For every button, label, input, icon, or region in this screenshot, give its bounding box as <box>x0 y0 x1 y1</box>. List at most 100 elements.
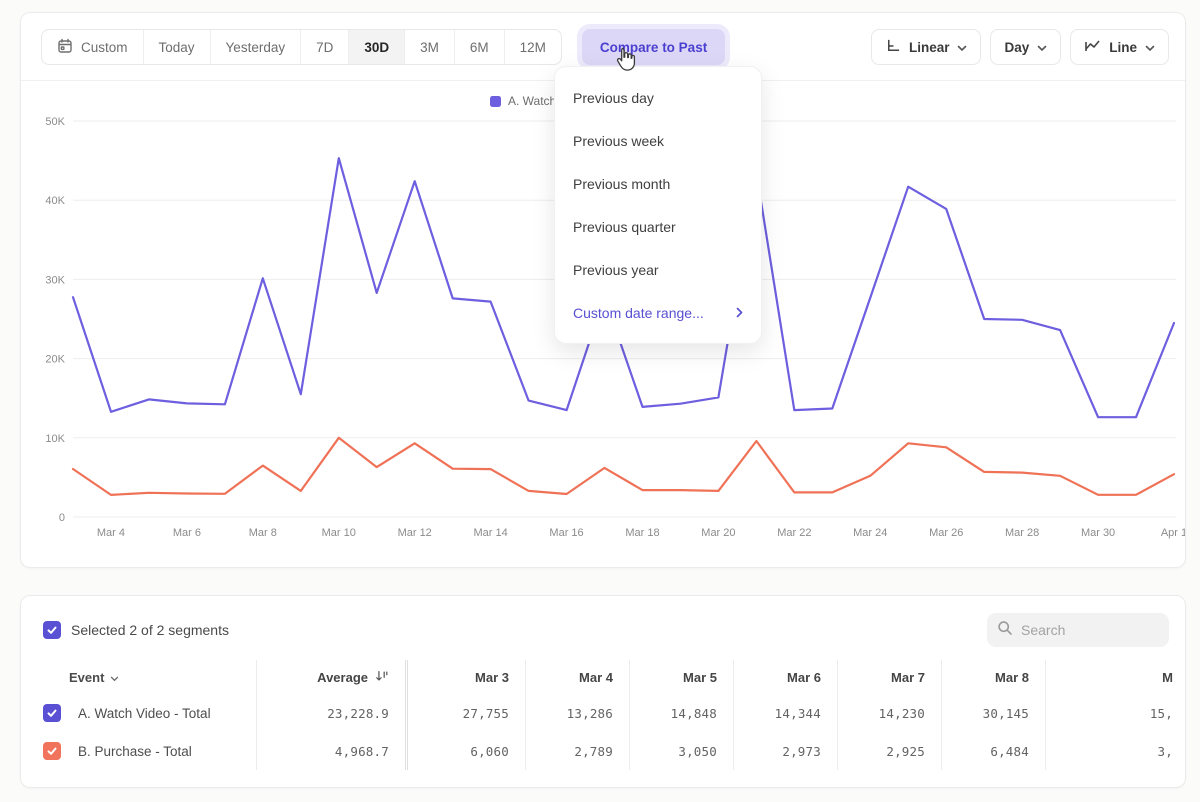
menu-item-custom-date-range[interactable]: Custom date range... <box>555 291 761 334</box>
clipped-date-value: 3, <box>1045 732 1185 770</box>
average-value: 23,228.9 <box>256 694 405 732</box>
scale-select[interactable]: Linear <box>870 29 982 65</box>
svg-text:Mar 12: Mar 12 <box>398 527 432 539</box>
svg-text:Mar 4: Mar 4 <box>97 527 125 539</box>
svg-text:Mar 6: Mar 6 <box>173 527 201 539</box>
chart-type-select[interactable]: Line <box>1070 29 1169 65</box>
menu-item-previous-week[interactable]: Previous week <box>573 132 665 149</box>
mouse-cursor-pointer <box>613 47 637 78</box>
date-range-segmented-control: Custom Today Yesterday 7D 30D 3M 6M 12M <box>41 29 562 65</box>
range-label: 30D <box>364 39 390 55</box>
range-yesterday[interactable]: Yesterday <box>209 30 301 64</box>
scale-label: Linear <box>908 39 950 55</box>
menu-item-previous-year[interactable]: Previous year <box>573 261 659 278</box>
date-value: 6,484 <box>941 732 1045 770</box>
range-label: 12M <box>519 39 546 55</box>
date-value: 2,925 <box>837 732 941 770</box>
average-header-label: Average <box>317 669 368 685</box>
chart-toolbar: Custom Today Yesterday 7D 30D 3M 6M 12M Compare… <box>21 13 1185 81</box>
svg-text:Apr 1: Apr 1 <box>1161 527 1185 539</box>
chevron-down-icon <box>110 670 119 685</box>
date-value: 6,060 <box>405 732 525 770</box>
series-a-swatch <box>490 95 501 107</box>
svg-text:10K: 10K <box>45 433 65 445</box>
chevron-down-icon <box>1145 40 1155 55</box>
event-column-header[interactable]: Event <box>69 660 256 694</box>
chevron-right-icon <box>736 305 743 321</box>
svg-text:30K: 30K <box>45 274 65 286</box>
search-icon <box>997 620 1013 641</box>
range-custom[interactable]: Custom <box>42 30 143 64</box>
range-30d[interactable]: 30D <box>348 30 405 64</box>
axis-icon <box>885 38 901 56</box>
segments-table: Event Average Mar 3 Mar 4 Mar 5 Mar 6 Mar 7 Mar… <box>21 660 1185 770</box>
segment-search[interactable] <box>987 613 1169 647</box>
header-checkbox-spacer <box>43 660 69 694</box>
menu-item-previous-quarter[interactable]: Previous quarter <box>573 218 676 235</box>
interval-select[interactable]: Day <box>990 29 1062 65</box>
range-label: Today <box>158 39 195 55</box>
sort-descending-icon <box>375 669 389 686</box>
clipped-date-column-header: M <box>1045 660 1185 694</box>
date-value: 2,973 <box>733 732 837 770</box>
chart-canvas: 0 10K 20K 30K 40K 50K Mar 4 Mar 6 Mar 8 Mar 10 Mar… <box>45 116 1185 539</box>
range-label: 7D <box>316 39 334 55</box>
svg-text:Mar 14: Mar 14 <box>473 527 507 539</box>
date-column-header: Mar 4 <box>525 660 629 694</box>
range-label: Yesterday <box>225 39 286 55</box>
segment-label: B. Purchase - Total <box>78 743 192 759</box>
date-column-header: Mar 6 <box>733 660 837 694</box>
date-value: 14,344 <box>733 694 837 732</box>
date-value: 14,848 <box>629 694 733 732</box>
segments-card: Selected 2 of 2 segments Event Average Mar… <box>20 595 1186 788</box>
select-all-checkbox[interactable] <box>43 621 61 639</box>
menu-item-previous-day[interactable]: Previous day <box>573 89 654 106</box>
svg-text:50K: 50K <box>45 116 65 128</box>
custom-date-range-label: Custom date range... <box>573 304 704 321</box>
menu-item-previous-month[interactable]: Previous month <box>573 175 671 192</box>
date-value: 14,230 <box>837 694 941 732</box>
range-12m[interactable]: 12M <box>503 30 561 64</box>
table-row-label: A. Watch Video - Total <box>69 694 256 732</box>
date-value: 2,789 <box>525 732 629 770</box>
range-6m[interactable]: 6M <box>453 30 504 64</box>
range-today[interactable]: Today <box>142 30 210 64</box>
svg-text:Mar 10: Mar 10 <box>322 527 356 539</box>
range-label: 3M <box>420 39 439 55</box>
svg-text:Mar 8: Mar 8 <box>249 527 277 539</box>
svg-text:Mar 24: Mar 24 <box>853 527 887 539</box>
svg-text:0: 0 <box>59 512 65 524</box>
chart-type-label: Line <box>1109 39 1137 55</box>
selected-count-label: Selected 2 of 2 segments <box>71 622 229 638</box>
clipped-date-value: 15, <box>1045 694 1185 732</box>
date-column-header: Mar 7 <box>837 660 941 694</box>
average-column-header[interactable]: Average <box>256 660 405 694</box>
segments-header: Selected 2 of 2 segments <box>21 596 1185 647</box>
search-input[interactable] <box>1021 622 1151 638</box>
row-checkbox-cell <box>43 732 69 770</box>
table-row-label: B. Purchase - Total <box>69 732 256 770</box>
segment-label: A. Watch Video - Total <box>78 705 211 721</box>
svg-text:40K: 40K <box>45 195 65 207</box>
svg-text:20K: 20K <box>45 354 65 366</box>
date-value: 13,286 <box>525 694 629 732</box>
date-value: 3,050 <box>629 732 733 770</box>
row-checkbox[interactable] <box>43 704 61 722</box>
range-label: Custom <box>81 39 128 55</box>
calendar-icon <box>57 38 73 57</box>
svg-text:Mar 22: Mar 22 <box>777 527 811 539</box>
compare-to-past-button[interactable]: Compare to Past <box>581 29 726 65</box>
average-value: 4,968.7 <box>256 732 405 770</box>
date-column-header: Mar 8 <box>941 660 1045 694</box>
range-7d[interactable]: 7D <box>300 30 348 64</box>
event-header-label: Event <box>69 669 105 685</box>
svg-text:Mar 20: Mar 20 <box>701 527 735 539</box>
row-checkbox[interactable] <box>43 742 61 760</box>
svg-text:Mar 30: Mar 30 <box>1081 527 1115 539</box>
compare-to-past-menu: Previous day Previous week Previous month P… <box>554 66 762 344</box>
chart-card: Custom Today Yesterday 7D 30D 3M 6M 12M Compare… <box>20 12 1186 568</box>
range-3m[interactable]: 3M <box>404 30 454 64</box>
chevron-down-icon <box>1037 40 1047 55</box>
date-column-header: Mar 5 <box>629 660 733 694</box>
svg-text:Mar 16: Mar 16 <box>549 527 583 539</box>
